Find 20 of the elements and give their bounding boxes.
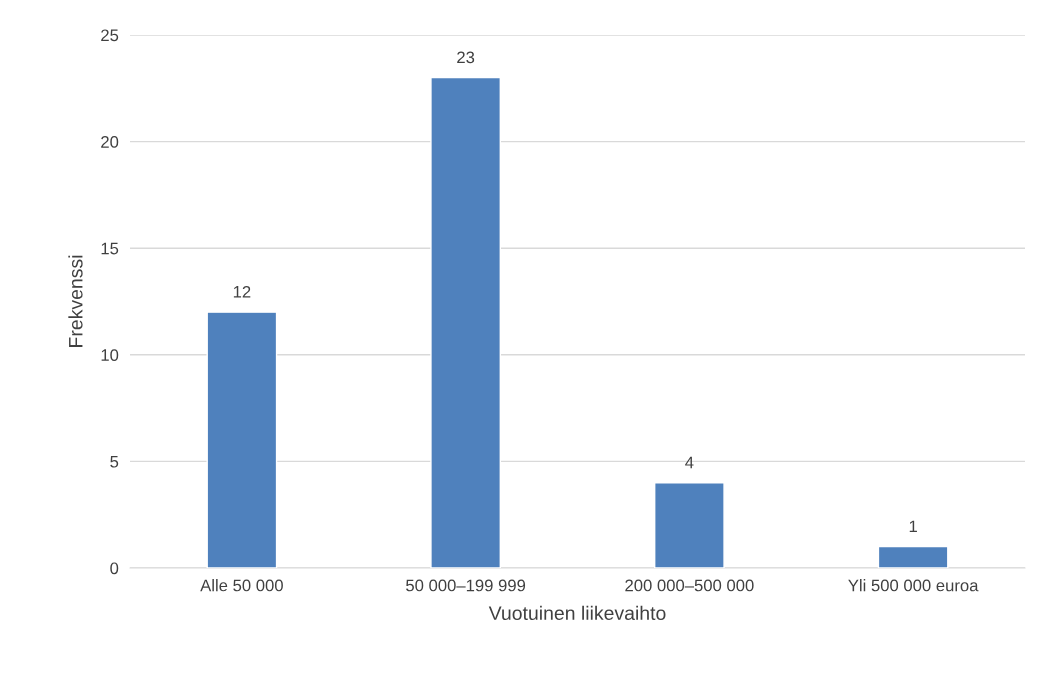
bar — [877, 545, 949, 568]
x-tick-label: 50 000–199 999 — [406, 579, 526, 592]
bar — [430, 76, 502, 568]
bar — [206, 311, 278, 568]
data-label: 4 — [685, 456, 694, 469]
bar — [653, 482, 725, 568]
y-tick-label: 25 — [101, 29, 119, 42]
x-tick-label: 200 000–500 000 — [625, 579, 754, 592]
x-tick-label: Yli 500 000 euroa — [848, 579, 979, 592]
x-tick-label: Alle 50 000 — [200, 579, 283, 592]
y-axis-title: Frekvenssi — [68, 255, 83, 347]
data-label: 1 — [909, 520, 917, 533]
y-tick-label: 20 — [101, 136, 119, 148]
y-tick-label: 10 — [101, 349, 119, 361]
x-axis-title: Vuotuinen liikevaihto — [488, 605, 666, 621]
data-label: 23 — [457, 51, 475, 64]
y-tick-label: 5 — [110, 455, 119, 468]
y-tick-label: 15 — [101, 242, 119, 255]
data-label: 12 — [233, 285, 251, 298]
y-tick-label: 0 — [110, 562, 119, 575]
